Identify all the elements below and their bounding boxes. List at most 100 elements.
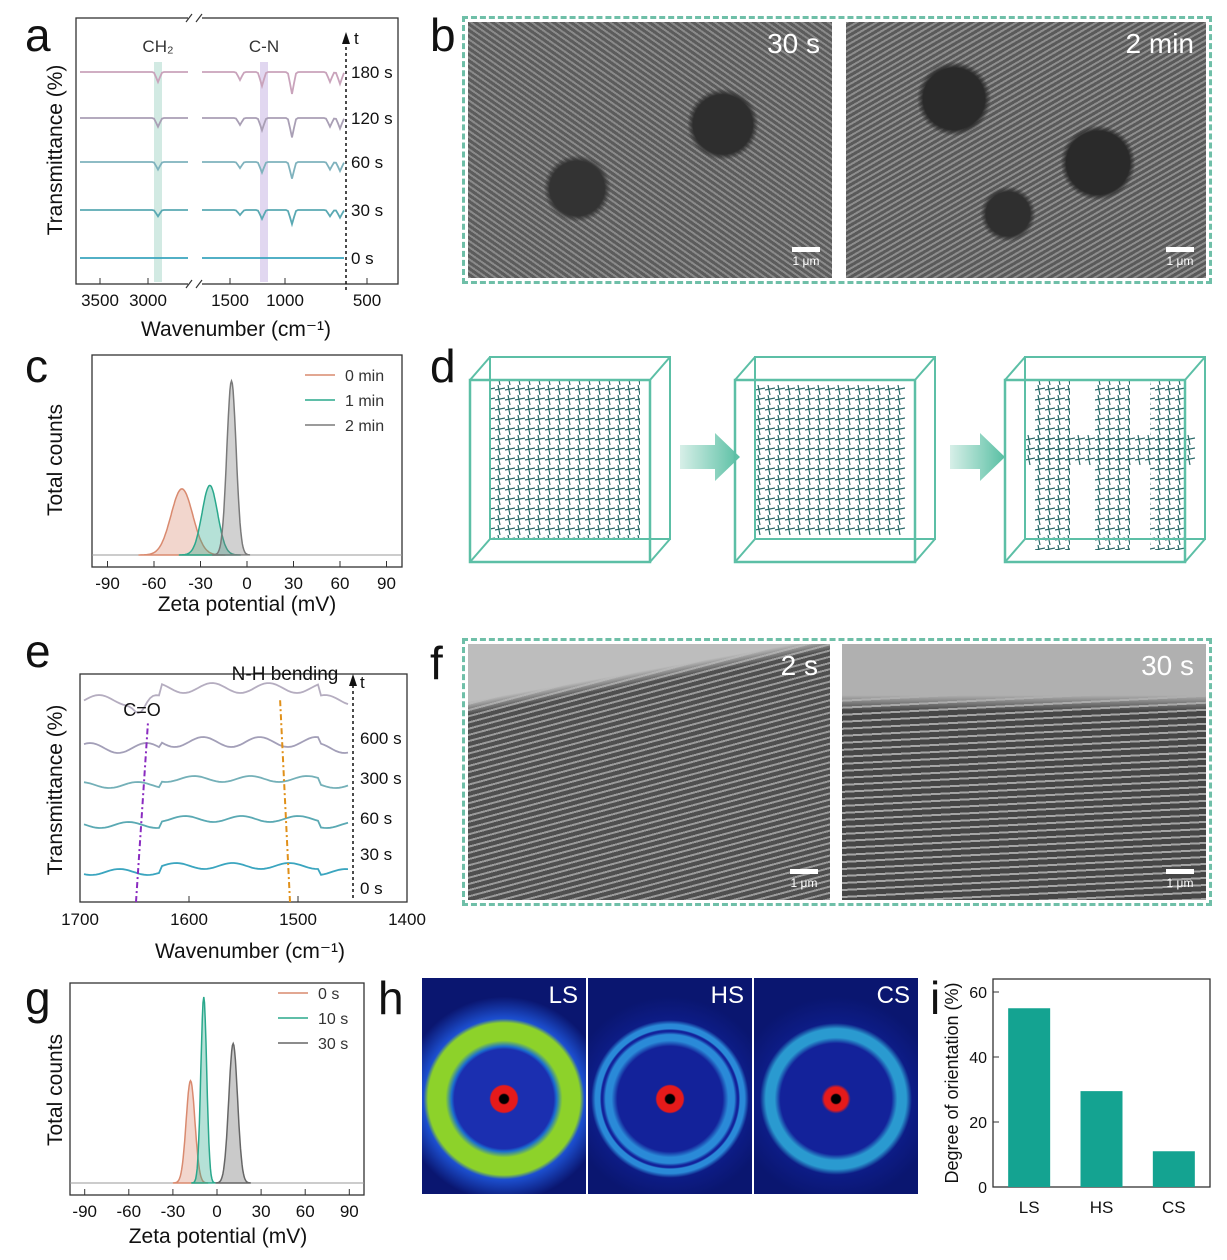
waxs-pattern-cs: CS	[754, 978, 918, 1194]
chart-i: 0 20 40 60 LS HS CS Degree of orientation (%)	[942, 978, 1211, 1217]
band-label-ch2: CH₂	[142, 37, 173, 56]
c-x-tick-label-0: -90	[95, 574, 120, 593]
g-peak-2	[215, 1041, 251, 1184]
series-line-a-0	[80, 71, 345, 95]
scale-bar-f-right: 1 μm	[1166, 869, 1194, 890]
x-tick-label-a-1: 3000	[129, 291, 167, 310]
x-axis-label-e: Wavenumber (cm⁻¹)	[155, 940, 345, 963]
waxs-pattern-hs: HS	[588, 978, 752, 1194]
e-x-tick-label-2: 1500	[279, 910, 317, 929]
sem-label-f-right: 30 s	[1141, 650, 1194, 681]
series-label-a-0: 180 s	[351, 63, 393, 82]
c-legend-label-2: 2 min	[345, 418, 384, 435]
bar-hs	[1080, 1091, 1123, 1187]
sem-label-b-left: 30 s	[767, 28, 820, 59]
arrow-1	[680, 433, 740, 481]
waxs-label-hs: HS	[710, 982, 744, 1009]
scale-bar-b-right: 1 μm	[1166, 247, 1194, 268]
x-tick-label-i-0: LS	[1019, 1198, 1040, 1217]
sem-label-f-left: 2 s	[780, 650, 818, 681]
g-x-tick-label-2: -30	[161, 1202, 186, 1221]
y-axis-label-i: Degree of orientation (%)	[942, 982, 962, 1183]
e-x-tick-label-0: 1700	[61, 910, 99, 929]
y-tick-label-i-0: 0	[978, 1180, 987, 1197]
sem-image-b-2min: 2 min 1 μm	[846, 22, 1206, 278]
c-x-tick-label-2: -30	[188, 574, 213, 593]
g-x-tick-label-3: 0	[212, 1202, 221, 1221]
series-line-e-4	[83, 862, 349, 876]
c-peak-1	[178, 484, 241, 556]
sem-image-f-30s: 30 s 1 μm	[842, 644, 1206, 900]
chart-a: CH₂ C-N t 180 s 120 s 60 s 30 s 0 s 3500 3000…	[44, 10, 399, 341]
panel-label-i: i	[930, 972, 941, 1024]
bar-cs	[1152, 1151, 1195, 1187]
g-x-tick-label-1: -60	[117, 1202, 142, 1221]
series-line-e-3	[83, 815, 349, 829]
chart-g: 0 s 10 s 30 s -90 -60 -30 0 30 60 90 Zeta potent…	[44, 982, 365, 1248]
g-x-tick-label-0: -90	[72, 1202, 97, 1221]
x-tick-label-a-4: 1000	[266, 291, 304, 310]
annotation-nh: N-H bending	[232, 664, 339, 685]
nh-guide-line	[279, 697, 291, 903]
waxs-label-ls: LS	[548, 982, 578, 1009]
series-label-a-3: 30 s	[351, 201, 383, 220]
c-x-tick-label-4: 30	[284, 574, 303, 593]
simulation-illustration-d	[468, 356, 1206, 564]
series-line-a-2	[80, 161, 345, 179]
arrow-2	[950, 433, 1005, 481]
panel-label-d: d	[430, 340, 456, 392]
x-tick-label-a-0: 3500	[81, 291, 119, 310]
waxs-pattern-ls: LS	[422, 978, 586, 1194]
waxs-label-cs: CS	[876, 982, 910, 1009]
x-tick-label-a-3: 1500	[211, 291, 249, 310]
scale-bar-b-left: 1 μm	[792, 247, 820, 268]
simulation-box-1	[468, 356, 671, 564]
scale-bar-f-left: 1 μm	[790, 869, 818, 890]
e-x-tick-label-1: 1600	[170, 910, 208, 929]
c-legend-label-0: 0 min	[345, 368, 384, 385]
x-tick-label-i-1: HS	[1090, 1198, 1114, 1217]
series-line-a-3	[80, 209, 345, 228]
panel-label-b: b	[430, 9, 456, 61]
co-guide-line	[135, 721, 149, 903]
y-axis-label-g: Total counts	[44, 1034, 67, 1146]
series-line-e-0	[83, 682, 349, 715]
g-legend-label-2: 30 s	[318, 1036, 348, 1053]
time-arrow-label-e: t	[360, 673, 365, 692]
sem-label-b-right: 2 min	[1125, 28, 1194, 59]
x-tick-label-a-5: 500	[353, 291, 381, 310]
panel-label-c: c	[25, 340, 48, 392]
g-x-tick-label-5: 60	[296, 1202, 315, 1221]
y-tick-label-i-3: 60	[969, 985, 987, 1002]
g-x-tick-label-4: 30	[252, 1202, 271, 1221]
g-peak-1	[191, 996, 216, 1184]
x-axis-label-c: Zeta potential (mV)	[158, 593, 337, 616]
g-peak-0	[172, 1079, 209, 1184]
c-x-tick-label-3: 0	[242, 574, 251, 593]
annotation-co: C=O	[123, 700, 161, 720]
chart-c: 0 min 1 min 2 min -90 -60 -30 0 30 60 90 Zeta po…	[44, 354, 403, 616]
simulation-box-3	[1003, 356, 1206, 564]
c-peak-0	[138, 488, 226, 556]
simulation-box-2	[733, 356, 936, 564]
x-axis-label-g: Zeta potential (mV)	[129, 1225, 308, 1248]
x-tick-label-i-2: CS	[1162, 1198, 1186, 1217]
time-arrow-label-a: t	[354, 29, 359, 48]
bar-ls	[1008, 1008, 1051, 1187]
sem-image-b-30s: 30 s 1 μm	[468, 22, 832, 278]
panel-label-h: h	[378, 972, 404, 1024]
series-line-a-1	[80, 117, 345, 138]
c-x-tick-label-1: -60	[142, 574, 167, 593]
e-x-tick-label-3: 1400	[388, 910, 426, 929]
y-tick-label-i-2: 40	[969, 1050, 987, 1067]
c-legend-label-1: 1 min	[345, 393, 384, 410]
c-peak-2	[212, 378, 251, 556]
band-label-cn: C-N	[249, 37, 279, 56]
y-axis-label-e: Transmittance (%)	[44, 705, 67, 876]
panel-label-e: e	[25, 625, 51, 677]
y-axis-label-a: Transmittance (%)	[44, 65, 67, 236]
panel-label-f: f	[430, 637, 443, 689]
c-x-tick-label-5: 60	[331, 574, 350, 593]
series-label-a-4: 0 s	[351, 249, 374, 268]
series-line-e-2	[83, 775, 349, 789]
